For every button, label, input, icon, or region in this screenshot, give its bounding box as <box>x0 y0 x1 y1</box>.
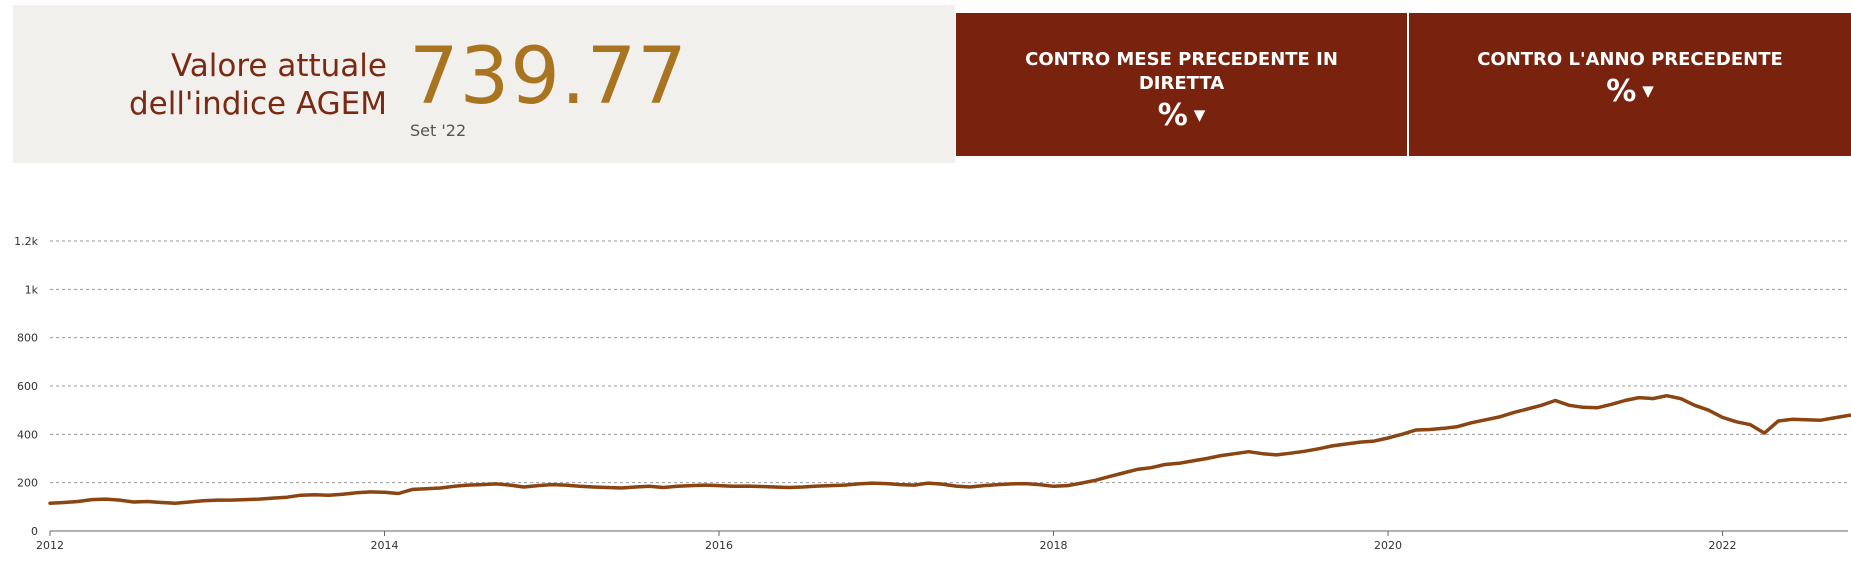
y-tick-label: 800 <box>17 332 38 345</box>
year-comparison-title: CONTRO L'ANNO PRECEDENTE <box>1477 49 1783 70</box>
y-tick-label: 1.2k <box>14 235 38 248</box>
month-comparison-percent: % <box>1157 98 1188 133</box>
kpi-date: Set '22 <box>410 121 467 140</box>
kpi-label-line2: dell'indice AGEM <box>128 86 387 122</box>
x-tick-label: 2020 <box>1374 539 1402 552</box>
year-comparison-value[interactable]: % ▼ <box>1409 74 1851 109</box>
kpi-value: 739.77 <box>409 32 688 122</box>
y-tick-label: 400 <box>17 428 38 441</box>
year-comparison-card: CONTRO L'ANNO PRECEDENTE % ▼ <box>1409 13 1851 156</box>
kpi-panel: Valore attuale dell'indice AGEM 739.77 S… <box>13 5 955 163</box>
caret-down-icon[interactable]: ▼ <box>1193 106 1206 124</box>
caret-down-icon[interactable]: ▼ <box>1642 82 1654 100</box>
agem-index-line-chart: 0 200 400 600 800 1k 1.2k 2012 2014 2016 2018 2020 2… <box>14 235 1851 552</box>
y-tick-label: 1k <box>25 283 39 296</box>
y-tick-label: 200 <box>17 477 38 490</box>
x-tick-label: 2014 <box>371 539 399 552</box>
month-comparison-title: CONTRO MESE PRECEDENTE IN DIRETTA <box>1025 49 1338 94</box>
kpi-label: Valore attuale dell'indice AGEM <box>87 47 387 123</box>
kpi-label-line1: Valore attuale <box>170 48 387 84</box>
month-comparison-card: CONTRO MESE PRECEDENTE IN DIRETTA % ▼ <box>956 13 1407 156</box>
y-tick-label: 0 <box>31 525 38 538</box>
x-tick-label: 2022 <box>1709 539 1737 552</box>
x-tick-label: 2012 <box>36 539 64 552</box>
x-tick-label: 2018 <box>1040 539 1068 552</box>
y-tick-label: 600 <box>17 380 38 393</box>
month-comparison-value[interactable]: % ▼ <box>956 98 1407 133</box>
year-comparison-percent: % <box>1606 74 1637 109</box>
series-line <box>48 393 1851 505</box>
x-tick-label: 2016 <box>705 539 733 552</box>
